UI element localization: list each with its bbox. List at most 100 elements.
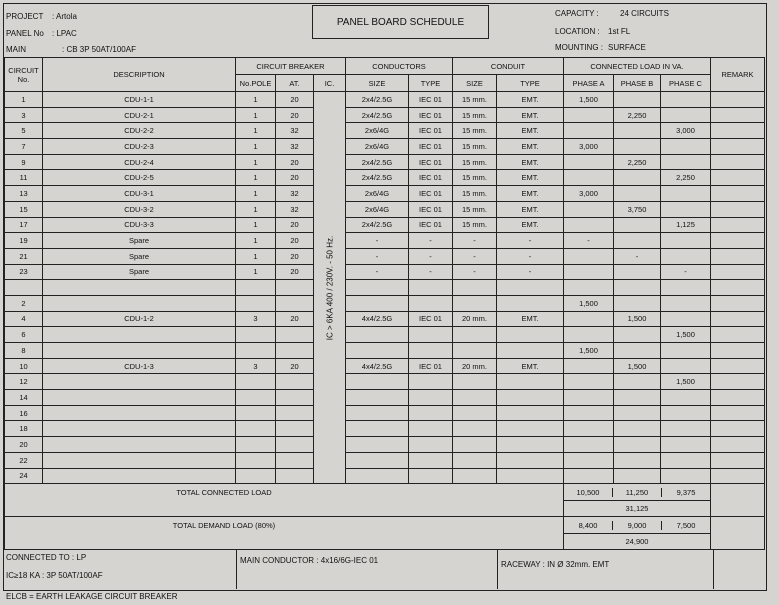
cell-circuit-no: 16 — [4, 404, 43, 422]
cell-circuit-no: 10 — [4, 357, 43, 375]
total-demand-sum: 24,900 — [625, 537, 649, 547]
cell-no-pole — [235, 389, 276, 406]
cell-remark — [710, 294, 765, 312]
cell-conductor-type — [408, 373, 453, 391]
cell-phase-b — [613, 451, 661, 469]
cell-description — [42, 326, 236, 343]
cell-conduit-size: 15 mm. — [452, 216, 497, 234]
cell-conduit-size — [452, 342, 497, 359]
cell-conduit-size — [452, 404, 497, 422]
cell-phase-b — [613, 467, 661, 485]
table-row: 22 — [4, 451, 765, 469]
cell-at: 32 — [275, 200, 314, 218]
divider — [497, 550, 498, 589]
cell-phase-b — [613, 404, 661, 422]
cell-conduit-type — [496, 467, 564, 485]
ic-rating: IC≥18 KA : 3P 50AT/100AF — [6, 571, 103, 580]
cell-phase-a: 3,000 — [563, 138, 614, 155]
cell-conductor-type: IEC 01 — [408, 106, 453, 124]
cell-at: 32 — [275, 122, 314, 140]
cell-at: 20 — [275, 357, 314, 375]
cell-conduit-type — [496, 420, 564, 438]
cell-conduit-size: - — [452, 232, 497, 249]
cell-description: CDU-2-1 — [42, 106, 236, 124]
main-value: : CB 3P 50AT/100AF — [62, 45, 136, 54]
location-label: LOCATION : — [555, 27, 600, 36]
cell-conduit-type — [496, 436, 564, 453]
cell-no-pole — [235, 294, 276, 312]
cell-conductor-size — [345, 420, 409, 438]
table-row: 4 CDU-1-2 3 20 4x4/2.5G IEC 01 20 mm. EMT. 1,500 — [4, 310, 765, 328]
cell-description: CDU-2-3 — [42, 138, 236, 155]
cell-description — [42, 420, 236, 438]
total-connected-phase: 10,500 — [565, 487, 613, 497]
panel-schedule-table: CIRCUIT No. DESCRIPTION CIRCUIT BREAKER C… — [4, 57, 765, 551]
cell-phase-c: 1,500 — [660, 373, 711, 391]
capacity-value: 24 CIRCUITS — [620, 9, 669, 18]
cell-at: 20 — [275, 216, 314, 234]
cell-conduit-type — [496, 404, 564, 422]
cell-conductor-type: IEC 01 — [408, 200, 453, 218]
cell-conduit-type: EMT. — [496, 122, 564, 140]
cell-at: 20 — [275, 153, 314, 171]
cell-conduit-type: EMT. — [496, 153, 564, 171]
cell-no-pole: 1 — [235, 169, 276, 187]
header-remark: REMARK — [710, 57, 765, 92]
cell-conduit-size: 15 mm. — [452, 169, 497, 187]
cell-remark — [710, 122, 765, 140]
cell-circuit-no: 8 — [4, 342, 43, 359]
cell-remark — [710, 106, 765, 124]
cell-phase-c — [660, 420, 711, 438]
cell-phase-a — [563, 373, 614, 391]
cell-phase-a: 1,500 — [563, 294, 614, 312]
panel-label: PANEL No — [6, 29, 44, 38]
cell-remark — [710, 169, 765, 187]
cell-remark — [710, 279, 765, 296]
cell-circuit-no: 21 — [4, 247, 43, 265]
table-row: 14 — [4, 389, 765, 406]
cell-conductor-type — [408, 389, 453, 406]
cell-phase-b — [613, 342, 661, 359]
project-value: : Artola — [52, 12, 77, 21]
cell-conductor-type — [408, 279, 453, 296]
cell-phase-a — [563, 122, 614, 140]
cell-conductor-size: 2x6/4G — [345, 122, 409, 140]
cell-circuit-no: 2 — [4, 294, 43, 312]
elcb-note: ELCB = EARTH LEAKAGE CIRCUIT BREAKER — [6, 592, 178, 601]
cell-description — [42, 467, 236, 485]
table-row: 11 CDU-2-5 1 20 2x4/2.5G IEC 01 15 mm. EMT. 2,25… — [4, 169, 765, 187]
cell-phase-b — [613, 294, 661, 312]
cell-at — [275, 279, 314, 296]
table-row: 18 — [4, 420, 765, 438]
cell-conduit-type: EMT. — [496, 216, 564, 234]
cell-remark — [710, 138, 765, 155]
connected-to: CONNECTED TO : LP — [6, 553, 87, 562]
cell-conductor-size: 2x6/4G — [345, 185, 409, 202]
cell-phase-a: 3,000 — [563, 185, 614, 202]
cell-description: Spare — [42, 232, 236, 249]
cell-description — [42, 436, 236, 453]
header-cond-type: TYPE — [408, 74, 453, 92]
total-demand-label: TOTAL DEMAND LOAD (80%) — [4, 516, 564, 551]
cell-phase-c: 1,125 — [660, 216, 711, 234]
cell-conduit-size: 15 mm. — [452, 138, 497, 155]
cell-no-pole — [235, 326, 276, 343]
header-conductors: CONDUCTORS — [345, 57, 453, 75]
cell-conductor-type — [408, 294, 453, 312]
table-row: 5 CDU-2-2 1 32 2x6/4G IEC 01 15 mm. EMT. 3,000 — [4, 122, 765, 140]
table-row: 6 1,500 — [4, 326, 765, 343]
cell-at — [275, 467, 314, 485]
cell-conductor-type: IEC 01 — [408, 216, 453, 234]
cell-at: 20 — [275, 263, 314, 281]
cell-conductor-size: 2x4/2.5G — [345, 216, 409, 234]
mounting-value: SURFACE — [608, 43, 646, 52]
cell-phase-a — [563, 436, 614, 453]
cell-circuit-no: 18 — [4, 420, 43, 438]
cell-phase-a: 1,500 — [563, 342, 614, 359]
total-demand-phase: 7,500 — [676, 520, 696, 530]
cell-circuit-no: 19 — [4, 232, 43, 249]
header-phase-a: PHASE A — [563, 74, 614, 92]
cell-remark — [710, 420, 765, 438]
total-connected-sum: 31,125 — [625, 504, 649, 514]
cell-circuit-no: 6 — [4, 326, 43, 343]
